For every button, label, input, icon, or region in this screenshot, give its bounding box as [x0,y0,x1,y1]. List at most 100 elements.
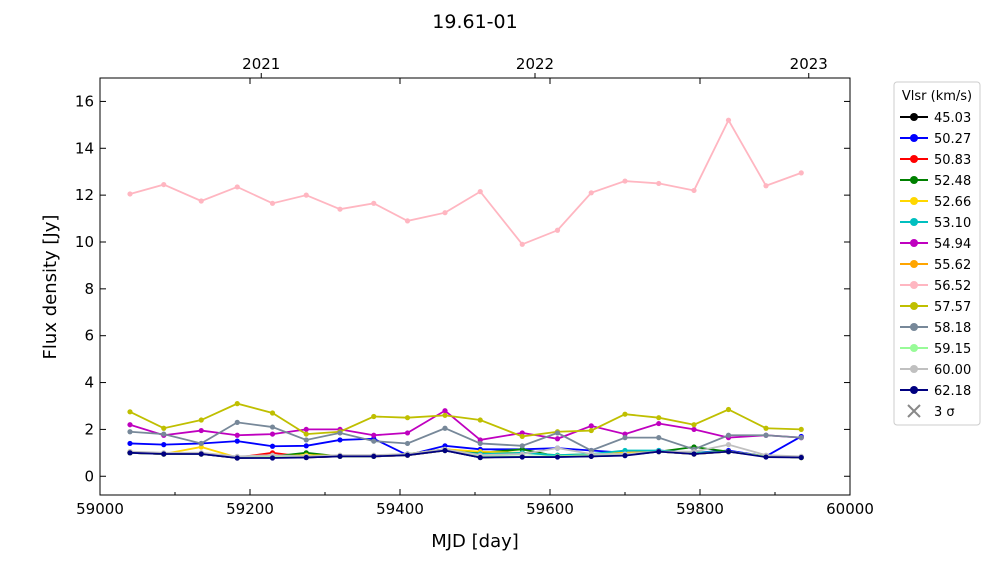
data-point [303,443,309,449]
data-point [161,431,167,437]
data-point [554,430,561,436]
sigma-marker-icon [907,404,921,418]
x-tick-label: 59600 [526,500,574,518]
legend-title: Vlsr (km/s) [902,89,972,104]
data-point [656,420,662,427]
x-tick-label: 59800 [676,500,724,518]
data-point [198,427,204,434]
data-point [622,435,628,441]
data-point [234,455,240,461]
data-point [303,437,309,443]
legend-marker [910,302,918,310]
data-point [234,401,240,407]
data-point [198,417,204,423]
data-point [337,430,343,436]
legend-marker [910,155,918,163]
legend-marker [910,218,918,226]
data-point [404,430,411,436]
data-point [763,425,769,431]
data-point [269,410,276,416]
legend-label: 45.03 [934,111,971,126]
data-point [269,455,276,461]
legend-label: 56.52 [934,279,971,294]
data-point [798,454,804,461]
data-point [477,189,483,195]
data-point [442,408,448,414]
data-point [763,432,769,438]
data-point [198,451,204,457]
data-point [337,206,343,212]
legend-sigma-label: 3 σ [934,405,955,420]
data-point [127,450,133,456]
legend-marker [910,113,918,121]
data-point [477,440,483,447]
data-point [161,442,167,448]
data-point [404,452,411,458]
y-tick-label: 14 [75,139,94,157]
data-point [269,431,276,437]
top-year-label: 2022 [516,55,554,73]
data-point [519,241,525,247]
y-tick-label: 4 [84,374,94,392]
legend-marker [910,281,918,289]
data-point [269,424,276,430]
y-axis-label: Flux density [Jy] [40,215,61,360]
data-point [554,436,561,442]
data-point [234,432,240,438]
data-point [691,426,697,433]
legend-label: 60.00 [934,363,971,378]
legend-label: 62.18 [934,384,971,399]
data-point [303,192,309,198]
legend-marker [910,386,918,394]
legend-label: 54.94 [934,237,971,252]
legend: Vlsr (km/s) 45.03 50.27 50.83 52.48 52.66 53.1… [893,81,981,426]
data-point [798,426,804,433]
data-point [371,200,377,206]
data-point [198,440,204,447]
data-point [161,181,167,188]
legend-label: 58.18 [934,321,971,336]
legend-label: 59.15 [934,342,971,357]
legend-label: 57.57 [934,300,971,315]
x-tick-label: 59000 [76,500,124,518]
legend-label: 53.10 [934,216,971,231]
series-62.18 [127,447,804,461]
x-axis-label: MJD [day] [431,531,519,552]
data-point [691,451,697,457]
legend-box [893,81,981,426]
chart-title: 19.61-01 [432,11,517,33]
data-point [656,449,662,455]
data-point [161,451,167,457]
data-point [763,183,769,189]
data-point [303,426,309,433]
series-line [129,443,802,458]
data-point [404,440,411,447]
data-point [622,178,628,184]
top-year-label: 2023 [790,55,828,73]
legend-label: 52.66 [934,195,971,210]
x-tick-label: 60000 [826,500,874,518]
data-point [127,440,133,447]
data-point [161,425,167,431]
data-point [127,429,133,435]
data-point [198,198,204,204]
data-point [798,170,804,176]
data-point [442,210,448,216]
data-point [371,438,377,444]
data-point [234,184,240,190]
x-tick-label: 59200 [226,500,274,518]
series-line [129,449,802,459]
data-point [725,449,732,455]
legend-marker [910,197,918,205]
y-tick-label: 6 [84,327,94,345]
data-point [519,433,525,440]
data-point [588,453,594,459]
data-point [127,191,133,197]
legend-marker [910,260,918,268]
data-point [588,190,594,196]
legend-label: 55.62 [934,258,971,273]
data-point [725,117,732,123]
data-point [588,427,594,434]
